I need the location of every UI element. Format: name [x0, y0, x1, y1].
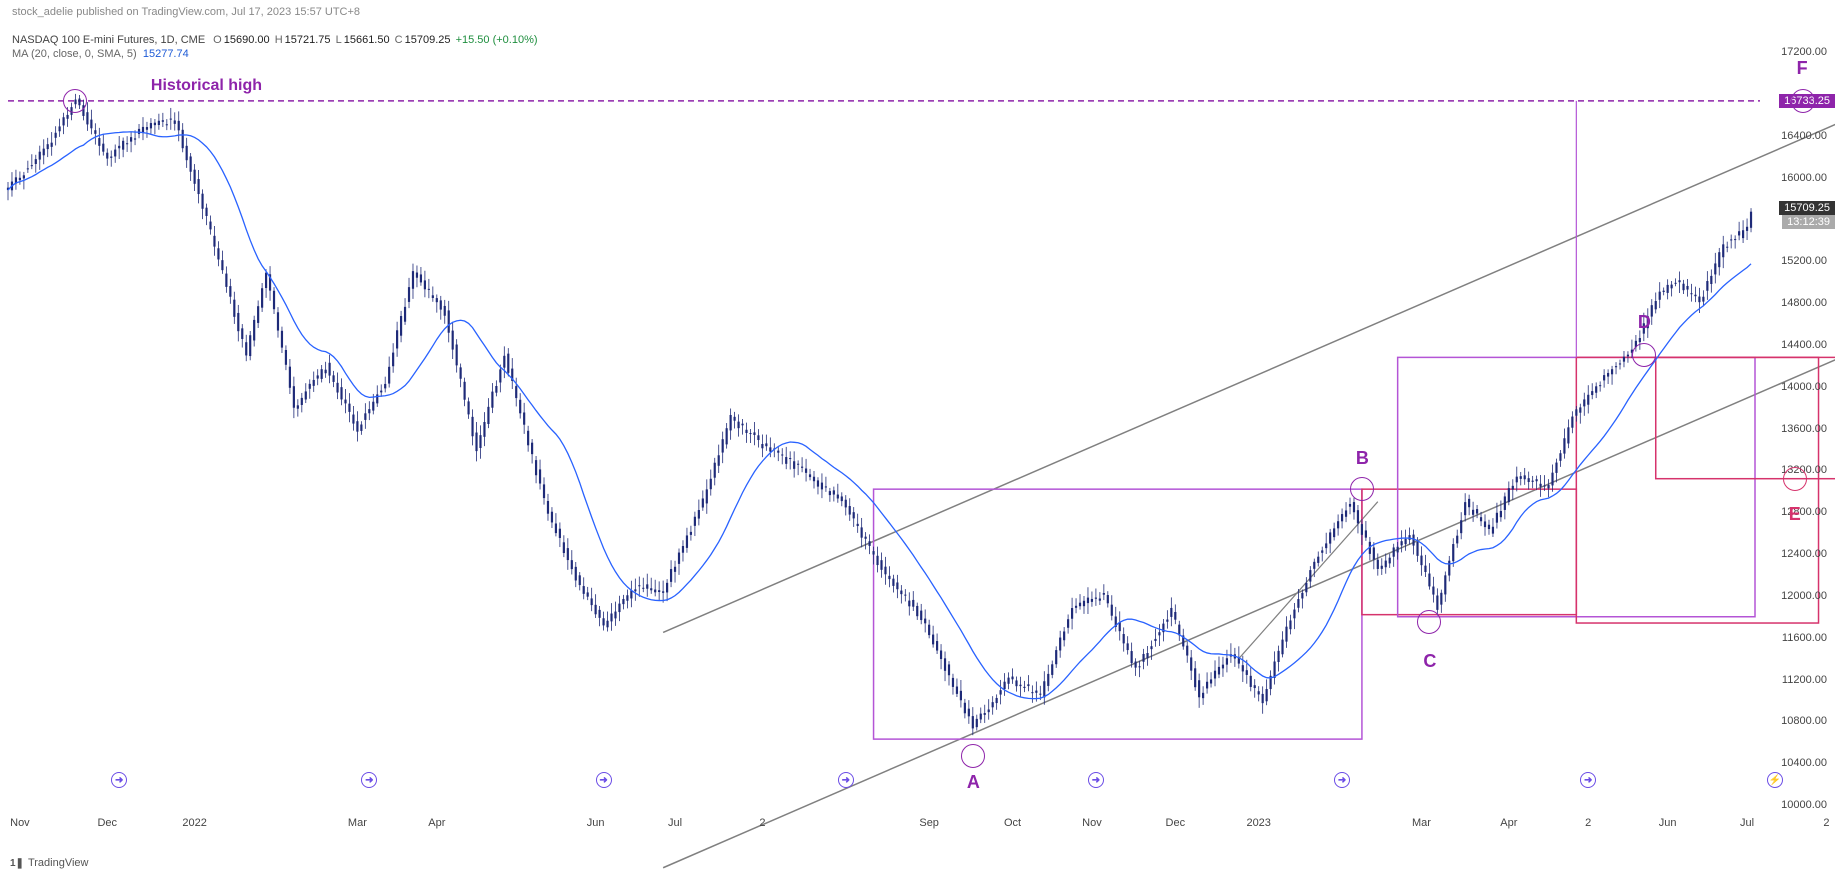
annotation-ring — [1783, 467, 1807, 491]
x-tick-label: Nov — [10, 817, 30, 829]
footer-brand: 1❚ TradingView — [10, 857, 89, 869]
x-tick-label: Jun — [1659, 817, 1677, 829]
annotation-ring — [1791, 89, 1815, 113]
annotation-ring — [961, 744, 985, 768]
x-tick-label: 2 — [1823, 817, 1829, 829]
arrow-icon: ➜ — [1088, 772, 1104, 788]
y-tick-label: 10400.00 — [1781, 757, 1827, 769]
annotation-label: F — [1797, 58, 1808, 79]
publish-header: stock_adelie published on TradingView.co… — [12, 6, 360, 18]
y-tick-label: 12000.00 — [1781, 590, 1827, 602]
annotation-ring — [1632, 343, 1656, 367]
price-chart-svg — [0, 20, 1835, 875]
x-tick-label: 2 — [1585, 817, 1591, 829]
bolt-icon: ⚡ — [1767, 772, 1783, 788]
x-tick-label: Oct — [1004, 817, 1021, 829]
y-tick-label: 10000.00 — [1781, 799, 1827, 811]
x-tick-label: 2 — [759, 817, 765, 829]
annotation-label: C — [1423, 651, 1436, 672]
hist-high-label: Historical high — [151, 77, 262, 95]
arrow-icon: ➜ — [838, 772, 854, 788]
x-tick-label: Jul — [668, 817, 682, 829]
x-tick-label: Dec — [1166, 817, 1186, 829]
x-tick-label: Sep — [919, 817, 939, 829]
y-tick-label: 10800.00 — [1781, 715, 1827, 727]
y-tick-label: 17200.00 — [1781, 46, 1827, 58]
y-tick-label: 14000.00 — [1781, 381, 1827, 393]
y-tick-label: 15200.00 — [1781, 255, 1827, 267]
x-tick-label: Jul — [1740, 817, 1754, 829]
hist-high-ring — [63, 89, 87, 113]
chart-area[interactable]: 10000.00 10400.00 10800.00 11200.00 11600.00… — [0, 20, 1835, 875]
y-tick-label: 11600.00 — [1782, 632, 1827, 644]
x-tick-label: 2022 — [182, 817, 206, 829]
annotation-label: A — [967, 772, 980, 793]
x-tick-label: Mar — [348, 817, 367, 829]
arrow-icon: ➜ — [111, 772, 127, 788]
y-tick-label: 16000.00 — [1781, 172, 1827, 184]
x-tick-label: 2023 — [1246, 817, 1270, 829]
x-tick-label: Jun — [587, 817, 605, 829]
arrow-icon: ➜ — [1580, 772, 1596, 788]
y-tick-label: 14800.00 — [1781, 297, 1827, 309]
tv-logo-icon: 1❚ — [10, 858, 24, 869]
y-tick-label: 11200.00 — [1782, 674, 1827, 686]
annotation-label: B — [1356, 448, 1369, 469]
x-tick-label: Dec — [97, 817, 117, 829]
arrow-icon: ➜ — [1334, 772, 1350, 788]
x-tick-label: Mar — [1412, 817, 1431, 829]
y-tick-label: 13600.00 — [1781, 423, 1827, 435]
price-tag: 15709.25 — [1779, 201, 1835, 215]
y-tick-label: 12400.00 — [1781, 548, 1827, 560]
annotation-label: D — [1638, 312, 1651, 333]
y-tick-label: 16400.00 — [1781, 130, 1827, 142]
annotation-ring — [1350, 477, 1374, 501]
annotation-label: E — [1789, 504, 1801, 525]
x-tick-label: Apr — [1500, 817, 1517, 829]
x-tick-label: Nov — [1082, 817, 1102, 829]
arrow-icon: ➜ — [596, 772, 612, 788]
arrow-icon: ➜ — [361, 772, 377, 788]
annotation-ring — [1417, 610, 1441, 634]
x-tick-label: Apr — [428, 817, 445, 829]
y-tick-label: 14400.00 — [1781, 339, 1827, 351]
countdown-tag: 13:12:39 — [1782, 215, 1835, 229]
